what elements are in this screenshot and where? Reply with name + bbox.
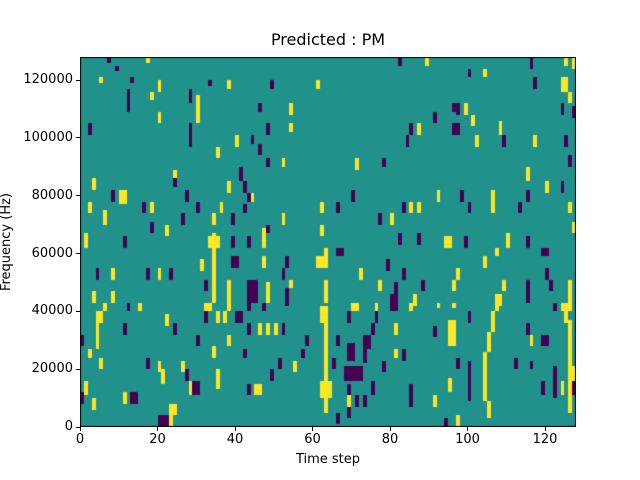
- x-tick-mark: [544, 427, 546, 431]
- x-tick-label: 120: [532, 432, 558, 447]
- x-tick-mark: [79, 427, 81, 431]
- y-tick-label: 0: [64, 419, 73, 434]
- y-tick-mark: [76, 79, 80, 81]
- y-tick-label: 120000: [23, 72, 73, 88]
- y-tick-mark: [76, 253, 80, 255]
- y-tick-mark: [76, 368, 80, 370]
- y-tick-mark: [76, 310, 80, 312]
- y-tick-label: 20000: [31, 361, 73, 377]
- y-tick-label: 80000: [31, 187, 73, 203]
- y-tick-mark: [76, 426, 80, 428]
- x-axis-label: Time step: [295, 452, 361, 467]
- y-tick-label: 60000: [31, 245, 73, 261]
- x-tick-label: 100: [455, 432, 480, 447]
- x-tick-label: 40: [226, 432, 244, 447]
- y-tick-label: 100000: [23, 129, 73, 145]
- plot-title: Predicted : PM: [270, 30, 386, 49]
- y-tick-label: 40000: [31, 303, 73, 319]
- y-tick-mark: [76, 195, 80, 197]
- x-tick-mark: [389, 427, 391, 431]
- y-tick-mark: [76, 137, 80, 139]
- x-tick-mark: [312, 427, 313, 431]
- x-tick-label: 60: [304, 432, 321, 447]
- x-tick-label: 80: [381, 432, 399, 447]
- x-tick-label: 0: [75, 432, 85, 447]
- heatmap-plot-area: [80, 57, 576, 427]
- x-tick-label: 20: [149, 432, 166, 447]
- x-tick-mark: [234, 427, 236, 431]
- x-tick-mark: [467, 427, 468, 431]
- x-tick-mark: [157, 427, 158, 431]
